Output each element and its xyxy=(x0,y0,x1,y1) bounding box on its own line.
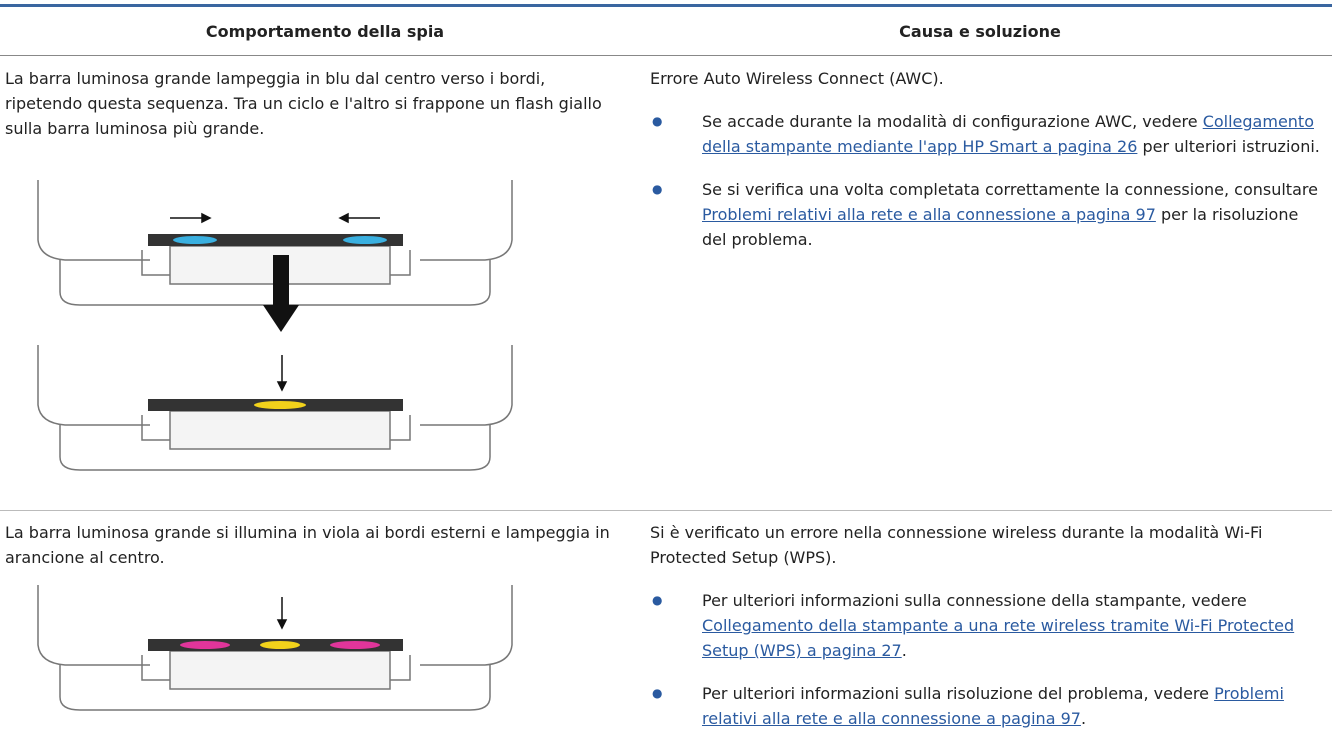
bullet-list: Se accade durante la modalità di configu… xyxy=(650,109,1320,252)
cause-text: Si è verificato un errore nella connessi… xyxy=(650,523,1263,567)
top-rule xyxy=(0,4,1332,7)
bullet-text: Se si verifica una volta completata corr… xyxy=(702,180,1318,199)
behavior-text: La barra luminosa grande lampeggia in bl… xyxy=(5,69,602,138)
bullet-list: Per ulteriori informazioni sulla conness… xyxy=(650,588,1320,731)
bullet-text: . xyxy=(901,641,907,660)
cross-reference-link[interactable]: Problemi relativi alla rete e alla conne… xyxy=(702,684,1284,728)
bullet-text: per ulteriori istruzioni. xyxy=(1137,137,1320,156)
column-header: Causa e soluzione xyxy=(899,22,1061,41)
bullet-item: Per ulteriori informazioni sulla conness… xyxy=(650,588,1320,663)
cross-reference-link[interactable]: Problemi relativi alla rete e alla conne… xyxy=(702,205,1156,224)
cross-reference-link[interactable]: Collegamento della stampante mediante l'… xyxy=(702,112,1314,156)
header-rule xyxy=(0,55,1332,56)
column-header: Comportamento della spia xyxy=(205,22,445,41)
illustration xyxy=(37,585,513,711)
illustration xyxy=(37,180,513,471)
cause-cell: Si è verificato un errore nella connessi… xyxy=(650,520,1320,731)
row-rule xyxy=(0,510,1332,511)
bullet-item: Se si verifica una volta completata corr… xyxy=(650,177,1320,252)
cause-cell: Errore Auto Wireless Connect (AWC). Se a… xyxy=(650,66,1320,252)
cross-reference-link[interactable]: Collegamento della stampante a una rete … xyxy=(702,616,1295,660)
bullet-text: Se accade durante la modalità di configu… xyxy=(702,112,1203,131)
bullet-text: per la risoluzione del problema. xyxy=(702,205,1299,249)
bullet-text: Per ulteriori informazioni sulla risoluz… xyxy=(702,684,1215,703)
behavior-text: La barra luminosa grande si illumina in … xyxy=(5,523,610,567)
bullet-item: Se accade durante la modalità di configu… xyxy=(650,109,1320,159)
cause-text: Errore Auto Wireless Connect (AWC). xyxy=(650,69,944,88)
bullet-item: Per ulteriori informazioni sulla risoluz… xyxy=(650,681,1320,731)
bullet-text: . xyxy=(1080,709,1087,728)
bullet-text: Per ulteriori informazioni sulla conness… xyxy=(702,591,1247,610)
